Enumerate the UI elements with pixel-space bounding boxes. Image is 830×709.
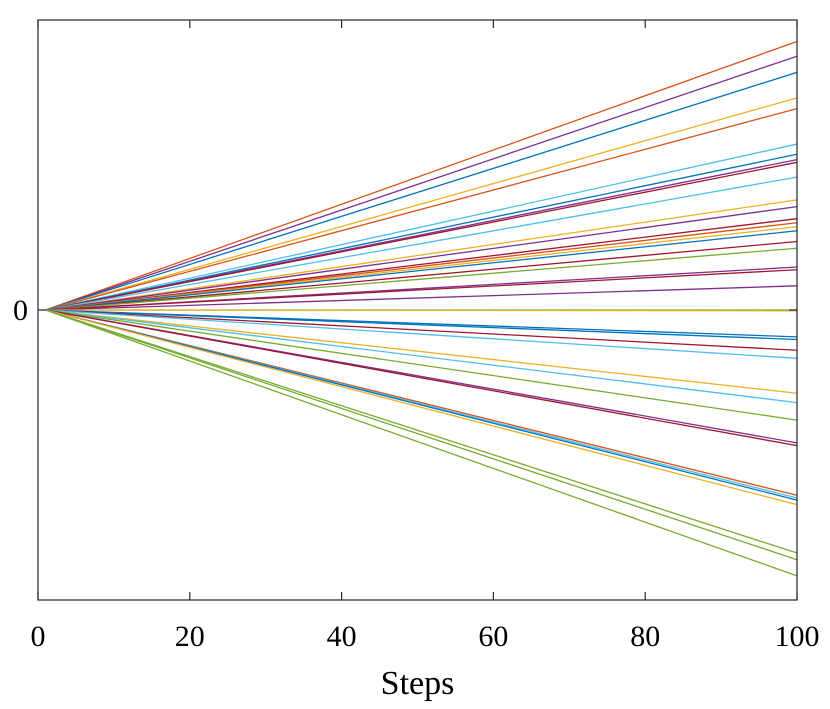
- series-line-10: [45, 176, 798, 311]
- series-line-7: [45, 153, 798, 311]
- series-line-39: [45, 309, 798, 577]
- series-line-1: [45, 40, 798, 311]
- y-tick-label: 0: [13, 294, 28, 327]
- x-axis-label: Steps: [381, 665, 455, 702]
- series-line-27: [45, 309, 798, 359]
- series-line-21: [45, 285, 798, 311]
- x-axis-ticks: 0 20 40 60 80 100: [31, 20, 820, 653]
- series-line-16: [45, 230, 798, 311]
- series-line-18: [45, 247, 798, 311]
- x-tick-label: 60: [478, 620, 508, 653]
- series-line-11: [45, 199, 798, 311]
- x-tick-label: 80: [630, 620, 660, 653]
- series-line-20: [45, 269, 798, 311]
- series-line-35: [45, 309, 798, 501]
- y-axis-ticks: 0: [13, 294, 797, 327]
- series-line-5: [45, 107, 798, 311]
- series-line-15: [45, 226, 798, 311]
- series-line-23: [45, 309, 798, 312]
- series-line-9: [45, 161, 798, 311]
- series-line-2: [45, 55, 798, 311]
- series-line-29: [45, 309, 798, 404]
- series-line-26: [45, 309, 798, 351]
- series-line-38: [45, 309, 798, 561]
- series-lines: [45, 40, 798, 577]
- series-line-13: [45, 218, 798, 311]
- x-tick-label: 40: [327, 620, 357, 653]
- series-line-28: [45, 309, 798, 394]
- series-line-17: [45, 240, 798, 311]
- series-line-4: [45, 97, 798, 311]
- series-line-36: [45, 309, 798, 506]
- series-line-37: [45, 309, 798, 554]
- series-line-32: [45, 309, 798, 447]
- series-line-25: [45, 309, 798, 341]
- series-line-3: [45, 71, 798, 311]
- x-tick-label: 100: [775, 620, 820, 653]
- series-line-12: [45, 205, 798, 311]
- series-line-30: [45, 309, 798, 421]
- series-line-14: [45, 222, 798, 311]
- x-tick-label: 0: [31, 620, 46, 653]
- series-line-6: [45, 143, 798, 311]
- x-tick-label: 20: [175, 620, 205, 653]
